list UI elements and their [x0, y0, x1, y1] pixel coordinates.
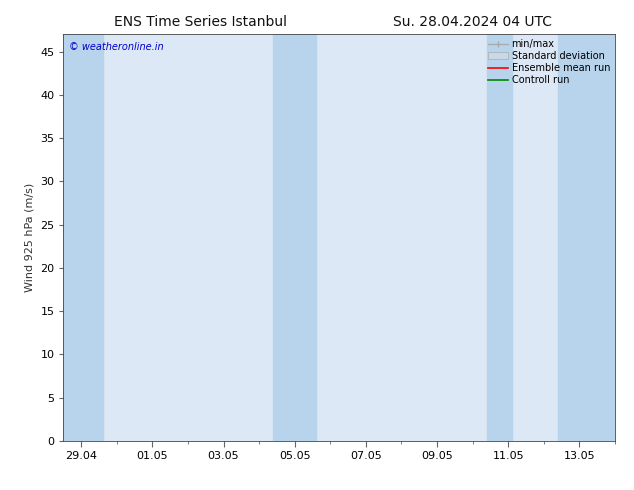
Text: ENS Time Series Istanbul: ENS Time Series Istanbul [114, 15, 287, 29]
Text: © weatheronline.in: © weatheronline.in [69, 43, 164, 52]
Text: Su. 28.04.2024 04 UTC: Su. 28.04.2024 04 UTC [393, 15, 552, 29]
Y-axis label: Wind 925 hPa (m/s): Wind 925 hPa (m/s) [25, 183, 35, 292]
Bar [63, 34, 103, 441]
Legend: min/max, Standard deviation, Ensemble mean run, Controll run: min/max, Standard deviation, Ensemble me… [486, 37, 612, 87]
Bar [487, 34, 512, 441]
Bar [558, 34, 615, 441]
Bar [273, 34, 316, 441]
